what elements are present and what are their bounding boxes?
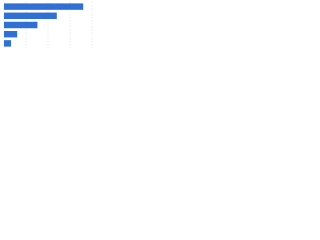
bar	[4, 21, 38, 29]
bar	[4, 12, 57, 20]
bar	[4, 30, 18, 38]
bar	[4, 40, 12, 47]
bar	[4, 3, 84, 10]
chart	[3, 2, 93, 48]
